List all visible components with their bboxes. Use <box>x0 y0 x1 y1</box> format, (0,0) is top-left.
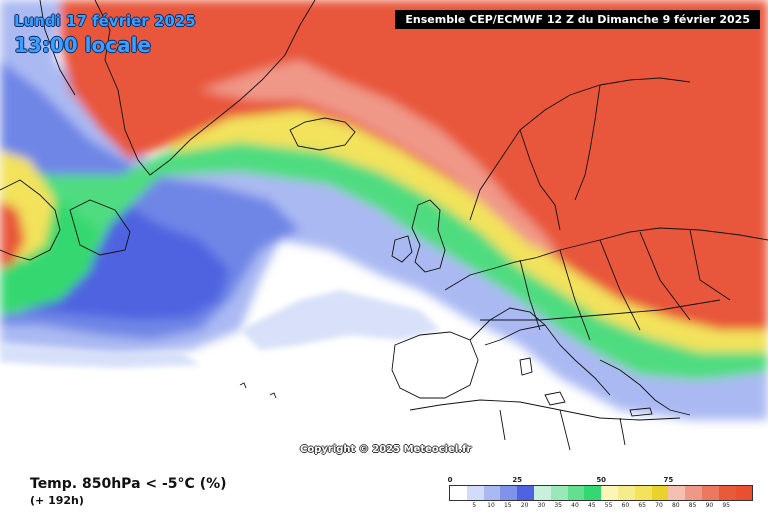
legend-minor-label: 15 <box>503 502 512 509</box>
legend-swatch <box>483 486 501 500</box>
legend-swatch <box>500 486 518 500</box>
legend-minor-label: 80 <box>671 502 680 509</box>
legend-minor-label: 10 <box>487 502 495 509</box>
legend-minor-label: 90 <box>705 502 714 509</box>
legend-swatch <box>634 486 652 500</box>
legend-minor-label: 30 <box>537 502 546 509</box>
parameter-title: Temp. 850hPa < -5°C (%) <box>30 476 227 492</box>
legend-swatch <box>718 486 736 500</box>
legend-color-bar <box>449 485 754 501</box>
valid-date: Lundi 17 février 2025 <box>14 12 196 30</box>
legend-minor-label: 40 <box>571 502 579 509</box>
legend-minor-label: 20 <box>520 502 529 509</box>
legend-minor-label: 5 <box>472 502 477 509</box>
legend-swatch <box>533 486 551 500</box>
legend-minor-label: 65 <box>638 502 647 509</box>
legend-swatch <box>668 486 686 500</box>
legend-swatch <box>517 486 534 500</box>
legend-swatch <box>701 486 719 500</box>
legend-swatch <box>450 486 467 500</box>
legend-swatch <box>601 486 618 500</box>
legend-swatch <box>735 486 753 500</box>
model-run-banner: Ensemble CEP/ECMWF 12 Z du Dimanche 9 fé… <box>395 10 760 29</box>
legend-major-label: 50 <box>596 476 607 484</box>
legend-minor-label: 85 <box>688 502 697 509</box>
legend-swatch <box>466 486 484 500</box>
legend-major-label: 25 <box>512 476 523 484</box>
forecast-lead-time: (+ 192h) <box>30 494 84 507</box>
copyright-text: Copyright © 2025 Meteociel.fr <box>300 444 472 455</box>
legend-minor-label: 95 <box>722 502 731 509</box>
legend-swatch <box>651 486 669 500</box>
legend-minor-label: 70 <box>655 502 663 509</box>
valid-time: 13:00 locale <box>14 33 151 57</box>
legend-swatch <box>567 486 585 500</box>
legend-swatch <box>685 486 702 500</box>
color-legend: 0 25 50 75 5 10 15 20 30 35 40 45 55 60 65 70 80 85 90 95 <box>447 476 754 510</box>
legend-minor-label: 35 <box>554 502 563 509</box>
legend-minor-label: 55 <box>604 502 613 509</box>
legend-major-label: 0 <box>447 476 453 484</box>
legend-swatch <box>550 486 568 500</box>
legend-minor-label: 60 <box>621 502 630 509</box>
legend-minor-label: 45 <box>587 502 596 509</box>
legend-swatch <box>584 486 602 500</box>
legend-swatch <box>617 486 635 500</box>
legend-major-label: 75 <box>663 476 674 484</box>
